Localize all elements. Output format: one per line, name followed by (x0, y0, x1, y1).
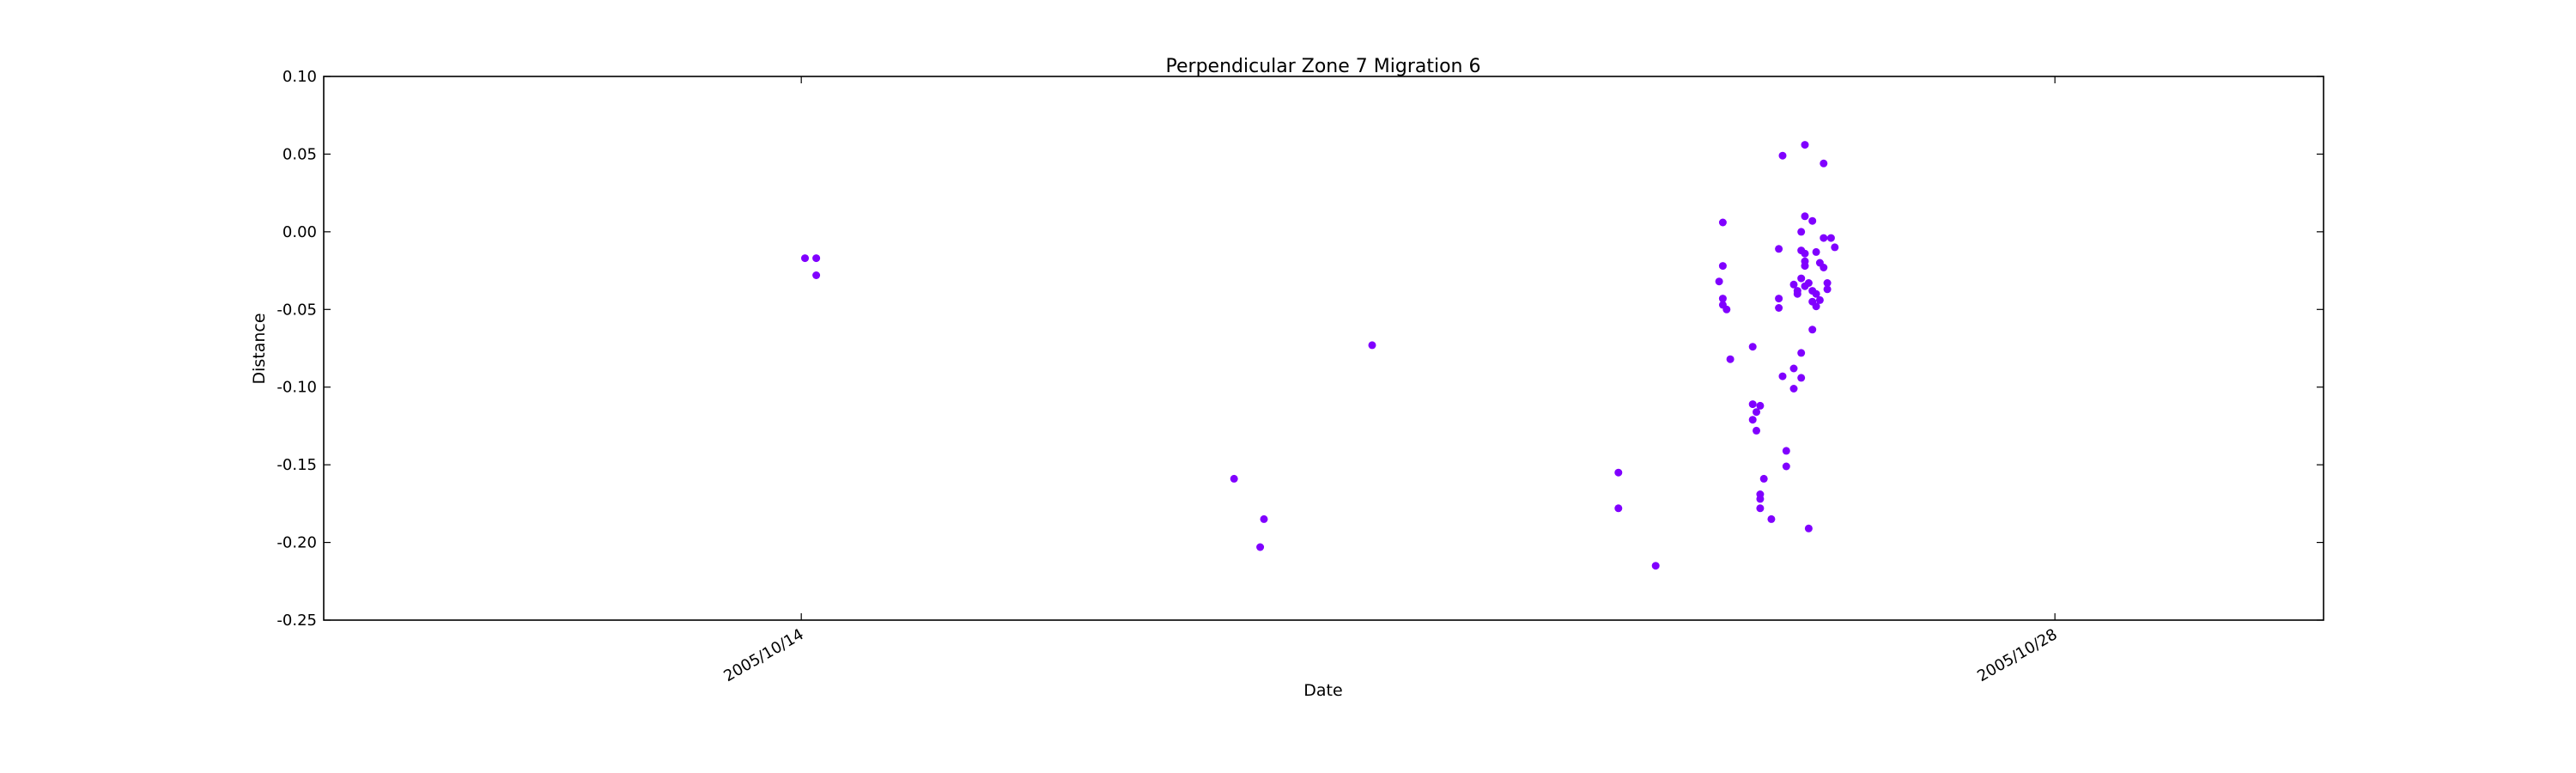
chart-title: Perpendicular Zone 7 Migration 6 (1166, 56, 1481, 77)
data-point (1651, 562, 1660, 570)
data-point (1726, 355, 1735, 363)
data-point (1823, 279, 1832, 287)
data-point (1756, 495, 1765, 503)
data-point (1775, 304, 1783, 312)
data-point (1759, 474, 1768, 483)
data-point (1753, 408, 1760, 417)
data-point (1718, 218, 1727, 227)
data-point (1718, 295, 1727, 303)
data-point (1789, 364, 1798, 373)
data-point (1815, 295, 1824, 304)
data-point (1753, 426, 1760, 435)
data-point (1797, 374, 1806, 382)
data-point (1789, 385, 1798, 393)
y-tick-label: -0.20 (276, 534, 317, 552)
data-point (1789, 280, 1798, 289)
data-point (1804, 279, 1813, 287)
data-point (1756, 504, 1765, 513)
data-point (1793, 289, 1801, 298)
data-point (1778, 372, 1787, 380)
y-tick-label: 0.05 (283, 145, 317, 163)
x-axis-label: Date (1303, 681, 1342, 700)
data-point (1801, 249, 1809, 258)
data-point (812, 254, 821, 263)
data-point (1797, 274, 1806, 283)
data-point (1812, 247, 1820, 256)
data-point (1778, 151, 1787, 160)
data-point (812, 271, 821, 279)
data-point (1812, 302, 1820, 311)
data-point (1767, 514, 1776, 523)
y-tick-label: -0.25 (276, 612, 317, 630)
data-point (1782, 447, 1790, 455)
data-point (1804, 524, 1813, 533)
y-tick-label: -0.05 (276, 301, 317, 319)
data-point (1797, 228, 1806, 236)
plot-area (801, 141, 1839, 570)
y-tick-label: 0.00 (283, 223, 317, 241)
data-point (1256, 543, 1265, 551)
data-point (1801, 212, 1809, 221)
data-point (1614, 504, 1623, 513)
data-point (1748, 416, 1757, 424)
data-point (1808, 216, 1817, 225)
data-point (1722, 305, 1731, 313)
data-point (1782, 462, 1790, 471)
axes-frame (323, 76, 2324, 621)
data-point (1797, 349, 1806, 357)
data-point (1748, 400, 1757, 409)
data-point (1718, 262, 1727, 271)
data-point (1823, 285, 1832, 294)
data-point (1808, 326, 1817, 334)
y-axis-label: Distance (250, 313, 269, 384)
data-point (1775, 245, 1783, 253)
data-point (1260, 514, 1268, 523)
data-point (1820, 264, 1828, 271)
y-tick-label: -0.10 (276, 379, 317, 397)
data-point (1715, 277, 1723, 286)
data-point (1820, 159, 1828, 167)
data-point (1820, 234, 1828, 242)
y-tick-label: -0.15 (276, 456, 317, 474)
y-tick-label: 0.10 (283, 68, 317, 86)
data-point (801, 254, 809, 263)
data-point (1801, 141, 1809, 149)
data-point (1614, 468, 1623, 477)
data-point (1368, 341, 1376, 350)
data-point (1748, 343, 1757, 351)
data-point (1812, 289, 1820, 298)
data-point (1756, 401, 1765, 410)
data-point (1801, 262, 1809, 271)
data-point (1230, 474, 1238, 483)
data-point (1826, 234, 1835, 242)
data-point (1775, 295, 1783, 303)
data-point (1831, 243, 1839, 252)
